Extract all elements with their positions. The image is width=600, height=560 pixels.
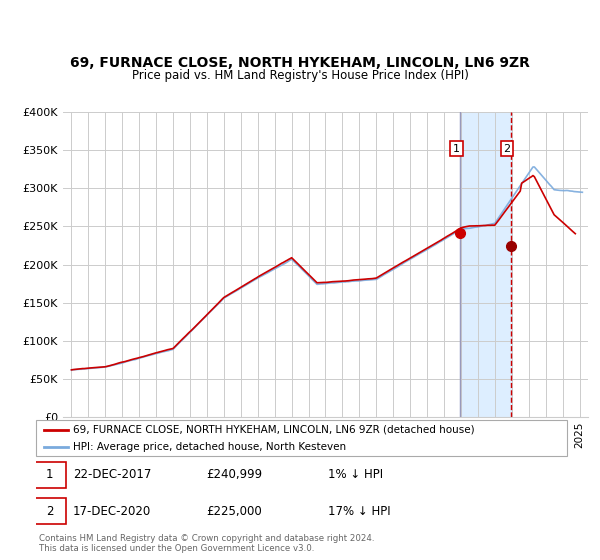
FancyBboxPatch shape	[36, 420, 567, 456]
Text: 1% ↓ HPI: 1% ↓ HPI	[328, 469, 383, 482]
Text: Contains HM Land Registry data © Crown copyright and database right 2024.
This d: Contains HM Land Registry data © Crown c…	[39, 534, 374, 553]
Text: Price paid vs. HM Land Registry's House Price Index (HPI): Price paid vs. HM Land Registry's House …	[131, 69, 469, 82]
Text: 2: 2	[46, 505, 53, 518]
Text: 17-DEC-2020: 17-DEC-2020	[73, 505, 151, 518]
Bar	[460, 112, 511, 417]
FancyBboxPatch shape	[34, 498, 66, 524]
Text: HPI: Average price, detached house, North Kesteven: HPI: Average price, detached house, Nort…	[73, 442, 346, 451]
Text: 2: 2	[503, 143, 511, 153]
Text: 1: 1	[453, 143, 460, 153]
FancyBboxPatch shape	[34, 462, 66, 488]
Text: £240,999: £240,999	[206, 469, 262, 482]
Text: 69, FURNACE CLOSE, NORTH HYKEHAM, LINCOLN, LN6 9ZR (detached house): 69, FURNACE CLOSE, NORTH HYKEHAM, LINCOL…	[73, 425, 475, 435]
Text: 17% ↓ HPI: 17% ↓ HPI	[328, 505, 391, 518]
Text: 1: 1	[46, 469, 53, 482]
Text: £225,000: £225,000	[206, 505, 262, 518]
Text: 22-DEC-2017: 22-DEC-2017	[73, 469, 152, 482]
Text: 69, FURNACE CLOSE, NORTH HYKEHAM, LINCOLN, LN6 9ZR: 69, FURNACE CLOSE, NORTH HYKEHAM, LINCOL…	[70, 56, 530, 70]
